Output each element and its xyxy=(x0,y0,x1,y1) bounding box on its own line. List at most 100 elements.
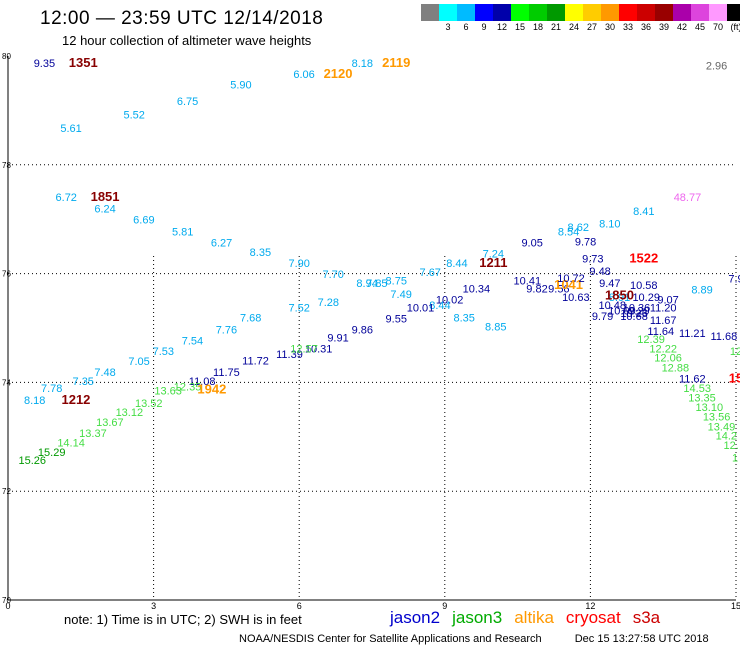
satellite-legend: jason2 jason3 altika cryosat s3a xyxy=(390,608,672,628)
data-label: 11.72 xyxy=(242,355,269,367)
satellite-name: jason2 xyxy=(390,608,441,627)
data-label: 1211 xyxy=(479,255,507,270)
legend-label: 42 xyxy=(676,22,687,32)
data-label: 9.56 xyxy=(548,284,569,296)
data-label: 8.18 xyxy=(352,58,373,70)
data-label: 13.67 xyxy=(96,417,124,429)
legend-swatch xyxy=(475,4,493,21)
data-label: 12.22 xyxy=(649,343,677,355)
data-label: 8.35 xyxy=(250,247,271,259)
data-label: 1942 xyxy=(197,381,226,396)
data-label: 7.68 xyxy=(240,312,261,324)
x-tick-label: 0 xyxy=(5,601,10,611)
legend-swatch xyxy=(673,4,691,21)
data-label: 12.57 xyxy=(290,343,318,355)
data-label: 10.72 xyxy=(557,273,585,285)
data-label: 10.48 xyxy=(598,300,626,312)
data-label: 9.78 xyxy=(575,236,596,248)
data-label: 9.07 xyxy=(657,295,678,307)
x-tick-label: 3 xyxy=(151,601,156,611)
data-label: 7.24 xyxy=(483,248,504,260)
legend-swatch xyxy=(421,4,439,21)
data-label: 5.52 xyxy=(123,110,144,122)
y-tick-label: 70 xyxy=(2,596,11,605)
data-label: 12.39 xyxy=(637,334,665,346)
legend-swatch xyxy=(511,4,529,21)
legend-label: 30 xyxy=(604,22,615,32)
data-label: 1522 xyxy=(629,251,658,266)
legend-label: 6 xyxy=(463,22,469,32)
data-label: 9.55 xyxy=(386,314,407,326)
data-label: 6.72 xyxy=(56,192,77,204)
legend-label: 12 xyxy=(496,22,507,32)
data-label: 15 xyxy=(729,370,740,385)
data-label: 8.35 xyxy=(454,312,475,324)
data-label: 48.77 xyxy=(674,192,702,204)
y-tick-label: 78 xyxy=(2,161,11,170)
data-label: 7.05 xyxy=(128,356,149,368)
data-label: 2.96 xyxy=(706,61,727,73)
y-tick-label: 74 xyxy=(2,378,11,387)
data-label: 10.09 xyxy=(608,305,636,317)
legend-swatch xyxy=(691,4,709,21)
data-label: 8.44 xyxy=(429,300,450,312)
data-label: 8.75 xyxy=(386,275,407,287)
data-label: 15.29 xyxy=(38,447,66,459)
data-label: 11.62 xyxy=(679,373,706,385)
legend-swatch xyxy=(637,4,655,21)
data-label: 9.29 xyxy=(628,305,649,317)
data-label: 2119 xyxy=(382,55,410,70)
data-label: 12.06 xyxy=(654,353,682,365)
legend-label: 39 xyxy=(658,22,669,32)
y-tick-label: 76 xyxy=(2,270,11,279)
legend-swatch xyxy=(601,4,619,21)
legend-swatch xyxy=(619,4,637,21)
data-label: 11.67 xyxy=(650,315,677,327)
data-label: 13.37 xyxy=(79,428,107,440)
data-label: 8.10 xyxy=(599,218,620,230)
data-label: 12.35 xyxy=(174,382,202,394)
data-label: 1041 xyxy=(554,277,583,292)
data-label: 6.69 xyxy=(133,215,154,227)
footer-timestamp: Dec 15 13:27:58 UTC 2018 xyxy=(574,633,709,645)
data-label: 14.53 xyxy=(683,383,711,395)
data-label: 11.20 xyxy=(650,303,677,315)
legend-swatch xyxy=(439,4,457,21)
data-label: 11.75 xyxy=(213,367,240,379)
legend-swatch xyxy=(655,4,673,21)
data-label: 7.70 xyxy=(322,269,343,281)
x-tick-label: 15 xyxy=(731,601,740,611)
legend-swatch xyxy=(493,4,511,21)
data-label: 8.18 xyxy=(24,395,45,407)
chart-tick-labels: 0 3 6 9 12 15 80 78 76 74 72 70 xyxy=(2,52,740,611)
x-tick-label: 9 xyxy=(442,601,447,611)
data-label: 10.41 xyxy=(514,275,542,287)
legend-swatch xyxy=(583,4,601,21)
data-label: 9.48 xyxy=(589,266,610,278)
data-label: 9.35 xyxy=(34,58,55,70)
satellite-name: s3a xyxy=(632,608,661,627)
y-tick-label: 80 xyxy=(2,52,11,61)
data-label: 10.29 xyxy=(632,292,660,304)
data-label: 7.9 xyxy=(728,273,740,285)
data-label: 13.52 xyxy=(135,398,163,410)
data-label: 5.61 xyxy=(60,123,81,135)
data-label: 12.88 xyxy=(662,363,690,375)
legend-label: 21 xyxy=(550,22,561,32)
data-label: 7.28 xyxy=(318,297,339,309)
data-label: 8.89 xyxy=(691,285,712,297)
x-tick-label: 12 xyxy=(585,601,595,611)
legend-label: 15 xyxy=(514,22,525,32)
satellite-name: jason3 xyxy=(452,608,503,627)
legend-swatch xyxy=(709,4,727,21)
data-label: 13.12 xyxy=(116,407,144,419)
data-label: 13.49 xyxy=(708,421,736,433)
footnote: note: 1) Time is in UTC; 2) SWH is in fe… xyxy=(64,612,302,627)
legend-label: 3 xyxy=(445,22,451,32)
data-label: 7.48 xyxy=(94,367,115,379)
data-label: 11.39 xyxy=(276,349,303,361)
legend-swatch xyxy=(547,4,565,21)
footer-agency: NOAA/NESDIS Center for Satellite Applica… xyxy=(239,633,542,645)
data-label: 9.91 xyxy=(327,333,348,345)
data-label: 12. xyxy=(723,440,738,452)
